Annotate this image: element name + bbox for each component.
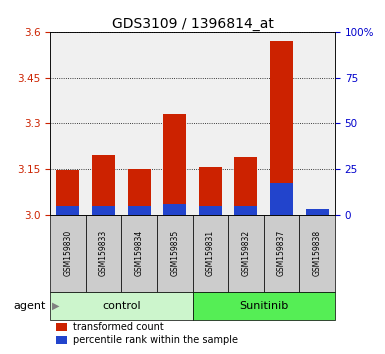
Bar (228, 215, 264, 292)
Bar (270, 41, 293, 215)
Bar (300, 215, 335, 292)
Text: GSM159833: GSM159833 (99, 230, 108, 276)
Bar (50, 215, 85, 292)
Text: control: control (102, 301, 141, 311)
Text: GSM159832: GSM159832 (241, 230, 250, 276)
Text: GSM159831: GSM159831 (206, 230, 215, 276)
Text: GSM159830: GSM159830 (64, 230, 72, 276)
Bar (163, 204, 186, 215)
Bar (56, 323, 67, 331)
Bar (270, 183, 293, 215)
Bar (56, 206, 79, 215)
Bar (56, 170, 79, 215)
Text: GSM159835: GSM159835 (170, 230, 179, 276)
Title: GDS3109 / 1396814_at: GDS3109 / 1396814_at (112, 17, 273, 31)
Bar (192, 292, 335, 320)
Bar (127, 206, 151, 215)
Bar (234, 206, 258, 215)
Text: GSM159837: GSM159837 (277, 230, 286, 276)
Bar (163, 114, 186, 215)
Bar (192, 215, 228, 292)
Bar (199, 167, 222, 215)
Text: agent: agent (14, 301, 46, 311)
Bar (56, 336, 67, 344)
Bar (306, 209, 329, 215)
Bar (127, 169, 151, 215)
Text: Sunitinib: Sunitinib (239, 301, 288, 311)
Text: percentile rank within the sample: percentile rank within the sample (73, 335, 238, 345)
Bar (234, 157, 258, 215)
Bar (92, 206, 115, 215)
Bar (157, 215, 192, 292)
Text: GSM159838: GSM159838 (313, 230, 321, 276)
Bar (264, 215, 300, 292)
Bar (121, 215, 157, 292)
Text: GSM159834: GSM159834 (135, 230, 144, 276)
Text: ▶: ▶ (52, 301, 59, 311)
Bar (199, 206, 222, 215)
Bar (85, 215, 121, 292)
Bar (92, 155, 115, 215)
Bar (50, 292, 192, 320)
Text: transformed count: transformed count (73, 322, 164, 332)
Bar (306, 209, 329, 215)
